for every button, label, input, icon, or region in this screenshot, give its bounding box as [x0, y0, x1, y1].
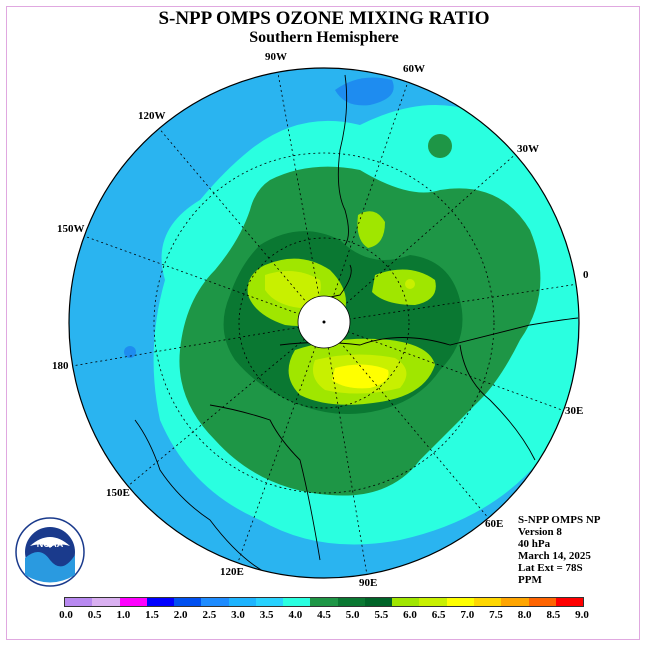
colorbar-segment [392, 598, 420, 606]
colorbar-segment [555, 598, 584, 606]
colorbar-segment [146, 598, 175, 606]
colorbar-tick-label: 3.5 [259, 609, 274, 621]
colorbar-segment [501, 598, 529, 606]
colorbar-segment [119, 598, 147, 606]
lon-label-0: 0 [583, 269, 589, 281]
colorbar-tick-label: 5.0 [345, 609, 360, 621]
map-title: S-NPP OMPS OZONE MIXING RATIO [158, 8, 490, 29]
lon-label-60w: 60W [403, 63, 425, 75]
info-units: PPM [518, 574, 542, 586]
colorbar-tick-label: 2.5 [202, 609, 217, 621]
info-version: Version 8 [518, 526, 562, 538]
ozone-band-6-6.5 [332, 364, 389, 389]
map-subtitle: Southern Hemisphere [249, 29, 399, 46]
info-lat-extent: Lat Ext = 78S [518, 562, 583, 574]
lon-label-90e: 90E [359, 577, 378, 589]
colorbar-tick-label: 3.0 [231, 609, 245, 621]
ozone-band-5-5.5-peninsula [357, 211, 385, 248]
info-pressure: 40 hPa [518, 538, 551, 550]
colorbar-tick-label: 1.5 [145, 609, 159, 621]
product-info: S-NPP OMPS NP Version 8 40 hPa March 14,… [518, 514, 601, 586]
ozone-patch-2.5-3 [335, 77, 394, 106]
colorbar-segment [473, 598, 502, 606]
map-boundary [68, 67, 580, 579]
ozone-band-5-5.5-north [372, 269, 436, 305]
colorbar-segment [419, 598, 447, 606]
colorbar-tick-label: 8.0 [517, 609, 532, 621]
colorbar-segment [92, 598, 120, 606]
lon-label-150w: 150W [57, 223, 85, 235]
lon-label-30e: 30E [565, 405, 584, 417]
colorbar-segment [446, 598, 474, 606]
colorbar-segment [364, 598, 393, 606]
graticule [71, 68, 579, 576]
ozone-band-5.5-6-west [265, 271, 321, 308]
colorbar-segment [65, 598, 93, 606]
colorbar-segment [337, 598, 365, 606]
ozone-patch-2.5-3-small [124, 346, 136, 358]
colorbar-tick-label: 7.0 [460, 609, 475, 621]
colorbar-segment [174, 598, 202, 606]
ozone-island-4-4.5 [428, 134, 452, 158]
colorbar-segment [255, 598, 284, 606]
colorbar [64, 597, 584, 607]
colorbar-segment [228, 598, 256, 606]
colorbar-tick-label: 1.0 [116, 609, 131, 621]
noaa-logo-text: NOAA [37, 539, 64, 549]
colorbar-ticks: 0.0 0.5 1.0 1.5 2.0 2.5 3.0 3.5 4.0 4.5 5.0 5.5 6.0 6… [0, 609, 648, 623]
south-pole-marker [322, 320, 326, 324]
lon-label-60e: 60E [485, 518, 504, 530]
colorbar-tick-label: 6.0 [403, 609, 417, 621]
noaa-logo: NOAA [15, 517, 85, 587]
colorbar-segment [283, 598, 311, 606]
colorbar-tick-label: 4.5 [317, 609, 331, 621]
colorbar-tick-label: 7.5 [489, 609, 503, 621]
colorbar-tick-label: 2.0 [173, 609, 188, 621]
colorbar-tick-label: 0.5 [87, 609, 102, 621]
colorbar-segment [528, 598, 556, 606]
colorbar-tick-label: 4.0 [288, 609, 303, 621]
info-instrument: S-NPP OMPS NP [518, 514, 601, 526]
colorbar-segment [310, 598, 338, 606]
info-date: March 14, 2025 [518, 550, 591, 562]
colorbar-tick-label: 5.5 [374, 609, 389, 621]
lon-label-120e: 120E [220, 566, 244, 578]
lon-label-30w: 30W [517, 143, 539, 155]
lon-label-120w: 120W [138, 110, 166, 122]
colorbar-tick-label: 6.5 [431, 609, 446, 621]
figure-frame [6, 6, 640, 640]
colorbar-tick-label: 0.0 [59, 609, 73, 621]
lon-label-90w: 90W [265, 51, 287, 63]
ozone-spot-5.5-6 [405, 279, 415, 289]
lon-label-180: 180 [52, 360, 69, 372]
colorbar-tick-label: 8.5 [546, 609, 561, 621]
colorbar-segment [201, 598, 229, 606]
lon-label-150e: 150E [106, 487, 130, 499]
colorbar-tick-label: 9.0 [575, 609, 589, 621]
